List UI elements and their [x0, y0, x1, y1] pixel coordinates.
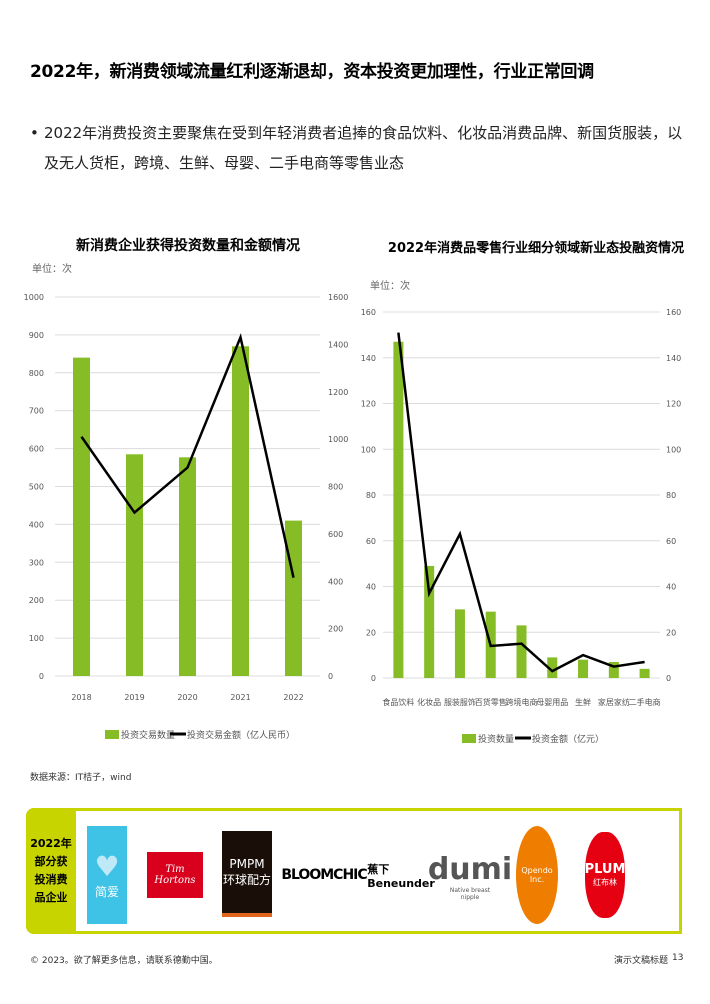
x-tick-label: 跨境电商 [506, 697, 538, 707]
chart-title: 2022年消费品零售行业细分领域新业态投融资情况 [388, 240, 684, 256]
x-tick-label: 化妆品 [417, 697, 441, 707]
y2-tick-label: 0 [666, 674, 671, 683]
y-tick-label: 140 [361, 354, 376, 363]
y2-tick-label: 40 [666, 583, 676, 592]
y-tick-label: 400 [29, 520, 44, 529]
y-tick-label: 60 [366, 537, 376, 546]
y-tick-label: 20 [366, 628, 376, 637]
x-tick-label: 2018 [71, 693, 91, 702]
y2-tick-label: 1200 [328, 388, 348, 397]
y2-tick-label: 120 [666, 400, 681, 409]
bar-化妆品 [424, 565, 435, 678]
y2-tick-label: 80 [666, 491, 676, 500]
logo-plum: PLUM 红布林 [585, 832, 625, 918]
bar-食品饮料 [393, 341, 404, 678]
logo-pmpm: PMPM 环球配方 [222, 831, 272, 917]
bullet-text: 2022年消费投资主要聚焦在受到年轻消费者追捧的食品饮料、化妆品消费品牌、新国货… [44, 124, 683, 172]
logo-beneunder: 蕉下 Beneunder [367, 862, 435, 890]
bar-2022 [285, 520, 302, 676]
y-tick-label: 300 [29, 558, 44, 567]
chart-title: 新消费企业获得投资数量和金额情况 [76, 237, 300, 254]
legend-bar-label: 投资数量 [478, 733, 514, 745]
page-number: 13 [672, 953, 684, 963]
y-tick-label: 120 [361, 400, 376, 409]
y2-tick-label: 200 [328, 625, 343, 634]
legend-line-label: 投资金额（亿元） [532, 733, 604, 745]
y-tick-label: 600 [29, 445, 44, 454]
y-tick-label: 900 [29, 331, 44, 340]
y2-tick-label: 800 [328, 483, 343, 492]
logo-jianai: ♥ 简爱 [87, 826, 127, 924]
bar-母婴用品 [547, 657, 558, 678]
footer-title: 演示文稿标题 [614, 956, 669, 966]
legend-bar-swatch [462, 734, 476, 743]
y-tick-label: 100 [29, 634, 44, 643]
footer-copyright: © 2023。欲了解更多信息，请联系德勤中国。 [30, 956, 218, 966]
x-tick-label: 2021 [230, 693, 250, 702]
y-tick-label: 100 [361, 445, 376, 454]
y2-tick-label: 1400 [328, 340, 348, 349]
bar-二手电商 [639, 668, 650, 678]
x-tick-label: 家居家纺 [598, 697, 630, 707]
y2-tick-label: 100 [666, 445, 681, 454]
x-tick-label: 母婴用品 [536, 698, 568, 707]
band-label: 2022年部分获投消费品企业 [26, 808, 76, 934]
x-tick-label: 2020 [177, 693, 197, 702]
y2-tick-label: 1600 [328, 293, 348, 302]
page-title: 2022年，新消费领域流量红利逐渐退却，资本投资更加理性，行业正常回调 [30, 62, 594, 82]
bar-服装服饰 [454, 609, 465, 678]
y-tick-label: 0 [39, 672, 44, 681]
y-tick-label: 700 [29, 407, 44, 416]
x-tick-label: 百货零售 [475, 697, 507, 707]
bar-家居家纺 [608, 661, 619, 678]
y-tick-label: 160 [361, 308, 376, 317]
y-tick-label: 800 [29, 369, 44, 378]
bar-生鲜 [578, 659, 589, 678]
y2-tick-label: 1000 [328, 435, 348, 444]
data-source: 数据来源：IT桔子，wind [30, 773, 132, 783]
logo-tim-hortons: Tim Hortons [147, 852, 203, 898]
unit-label: 单位：次 [370, 279, 410, 292]
bar-跨境电商 [516, 625, 527, 678]
y-tick-label: 1000 [24, 293, 44, 302]
bullet-point: • 2022年消费投资主要聚焦在受到年轻消费者追捧的食品饮料、化妆品消费品牌、新国… [30, 118, 685, 178]
bar-2020 [179, 457, 196, 676]
logo-dumi: dumi Native breast nipple [427, 851, 513, 901]
line-series [397, 332, 645, 673]
y-tick-label: 200 [29, 596, 44, 605]
y-tick-label: 80 [366, 491, 376, 500]
bullet-icon: • [30, 124, 39, 142]
x-tick-label: 二手电商 [629, 697, 661, 707]
x-tick-label: 食品饮料 [382, 697, 414, 707]
x-tick-label: 服装服饰 [444, 697, 476, 707]
x-tick-label: 生鲜 [575, 697, 591, 707]
legend-line-label: 投资交易金额（亿人民币） [187, 729, 295, 741]
y2-tick-label: 140 [666, 354, 681, 363]
legend-bar-swatch [105, 730, 119, 739]
unit-label: 单位：次 [32, 262, 72, 275]
logo-bloomchic: BLOOMCHIC [281, 867, 367, 883]
y2-tick-label: 20 [666, 628, 676, 637]
x-tick-label: 2022 [283, 693, 303, 702]
charts-area: 新消费企业获得投资数量和金额情况单位：次01002003004005006007… [24, 237, 684, 745]
y2-tick-label: 400 [328, 577, 343, 586]
y-tick-label: 500 [29, 483, 44, 492]
logo-qpendo: Qpendo Inc. [516, 826, 558, 924]
bar-2021 [232, 346, 249, 676]
y2-tick-label: 0 [328, 672, 333, 681]
y2-tick-label: 600 [328, 530, 343, 539]
bar-2019 [126, 454, 143, 676]
x-tick-label: 2019 [124, 693, 144, 702]
y2-tick-label: 160 [666, 308, 681, 317]
y-tick-label: 40 [366, 583, 376, 592]
y-tick-label: 0 [371, 674, 376, 683]
bar-2018 [73, 357, 90, 676]
y2-tick-label: 60 [666, 537, 676, 546]
legend-bar-label: 投资交易数量 [121, 729, 175, 741]
